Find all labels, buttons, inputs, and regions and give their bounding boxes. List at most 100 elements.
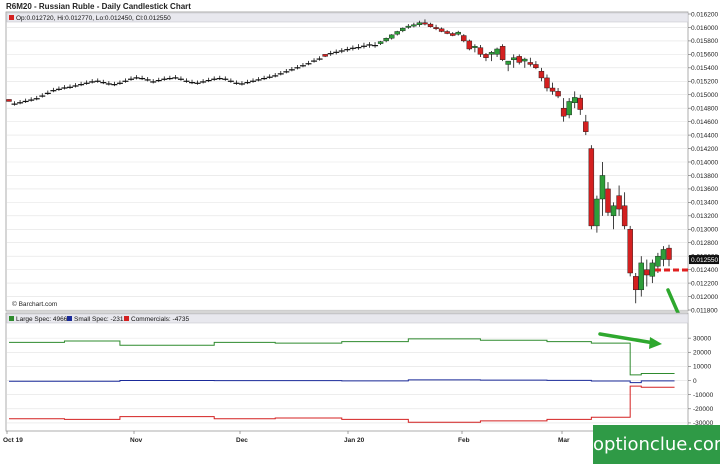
- cot-legend-swatch: [124, 316, 129, 321]
- candle: [444, 30, 450, 35]
- price-tick-label: 0.013600: [691, 186, 718, 193]
- cot-series-line: [9, 385, 675, 423]
- candle: [144, 77, 151, 82]
- candle-down-body: [616, 195, 622, 210]
- cot-tick-label: -10000: [693, 392, 714, 399]
- candle: [238, 81, 245, 86]
- candle: [177, 76, 184, 81]
- candle: [78, 81, 85, 87]
- candle: [67, 84, 74, 89]
- candle: [355, 44, 362, 50]
- candle: [155, 77, 162, 83]
- candle-down-body: [444, 31, 450, 34]
- price-tick-label: 0.013000: [691, 227, 718, 234]
- candle: [6, 99, 12, 102]
- x-tick-label: Mar: [558, 437, 570, 444]
- price-tick-label: 0.013400: [691, 200, 718, 207]
- candle-down-body: [544, 77, 550, 89]
- candle: [211, 76, 218, 81]
- cot-tick-label: -30000: [693, 420, 714, 427]
- candle: [360, 42, 367, 49]
- price-tick-label: 0.013800: [691, 173, 718, 180]
- candle-up-body: [388, 34, 395, 39]
- candle-down-body: [644, 269, 650, 276]
- candle: [499, 44, 506, 62]
- candle: [255, 77, 262, 82]
- candle-down-body: [477, 47, 484, 55]
- candle: [461, 34, 467, 43]
- candle: [566, 98, 572, 119]
- candle: [649, 259, 656, 284]
- candle: [616, 185, 622, 216]
- candle-up-body: [455, 31, 461, 35]
- price-tick-label: 0.011800: [691, 307, 718, 314]
- cot-tick-label: 30000: [693, 335, 711, 342]
- candle: [549, 82, 556, 95]
- candle: [427, 22, 434, 28]
- candle: [522, 57, 528, 68]
- candle: [660, 246, 667, 267]
- candle: [633, 273, 639, 304]
- x-tick-label: Nov: [130, 437, 143, 444]
- cot-lines-group: [9, 338, 675, 423]
- cot-legend-swatch: [9, 316, 14, 321]
- cot-tick-label: 0: [693, 378, 697, 385]
- candle: [283, 69, 290, 74]
- candle-up-body: [411, 24, 417, 27]
- cot-legend: Large Spec: 4966 Small Spec: -231 Commerci…: [9, 316, 190, 323]
- candle-down-body: [560, 107, 567, 117]
- price-tick-label: 0.014000: [691, 159, 718, 166]
- x-tick-label: Dec: [236, 437, 248, 444]
- candle-up-body: [394, 31, 400, 35]
- barchart-credit: © Barchart.com: [12, 300, 57, 308]
- candle: [294, 64, 301, 70]
- x-tick-label: Oct 19: [3, 437, 23, 444]
- price-tick-label: 0.015200: [691, 79, 718, 86]
- candle-down-body: [438, 28, 445, 32]
- candle: [572, 91, 578, 109]
- candle: [39, 93, 46, 98]
- candle: [189, 79, 196, 85]
- candle: [305, 60, 312, 66]
- candle-down-body: [533, 64, 539, 69]
- candle-up-body: [610, 205, 617, 217]
- candle: [477, 44, 484, 58]
- candle: [150, 79, 157, 84]
- candle: [605, 182, 611, 216]
- candle: [466, 39, 473, 51]
- candle: [299, 62, 306, 68]
- candle: [449, 32, 456, 37]
- candle: [599, 162, 606, 216]
- candle-down-body: [516, 56, 522, 63]
- candle: [250, 78, 257, 83]
- candle-up-body: [599, 175, 606, 200]
- cot-legend-label: Small Spec: -231: [74, 316, 124, 323]
- candle: [511, 54, 517, 68]
- candle: [205, 77, 212, 83]
- cot-tick-label: 10000: [693, 364, 711, 371]
- candle: [472, 44, 478, 53]
- candle: [388, 34, 395, 40]
- candle-up-body: [572, 97, 578, 104]
- candle-down-body: [6, 99, 12, 102]
- candle: [139, 75, 146, 81]
- candle: [627, 225, 633, 277]
- candle-down-body: [555, 91, 561, 97]
- candle: [383, 37, 389, 43]
- candle: [505, 60, 511, 72]
- candle: [100, 79, 107, 85]
- price-tick-label: 0.014600: [691, 119, 718, 126]
- candle-up-body: [660, 249, 667, 260]
- candle: [322, 54, 328, 58]
- candle: [377, 40, 384, 45]
- candle-up-body: [472, 46, 478, 48]
- candle-up-body: [649, 262, 656, 277]
- candle-up-body: [494, 48, 500, 55]
- candle: [89, 79, 96, 84]
- candle: [227, 78, 234, 83]
- candle: [588, 145, 595, 230]
- candle-up-body: [400, 27, 406, 32]
- candle: [594, 195, 600, 233]
- candle: [400, 27, 406, 33]
